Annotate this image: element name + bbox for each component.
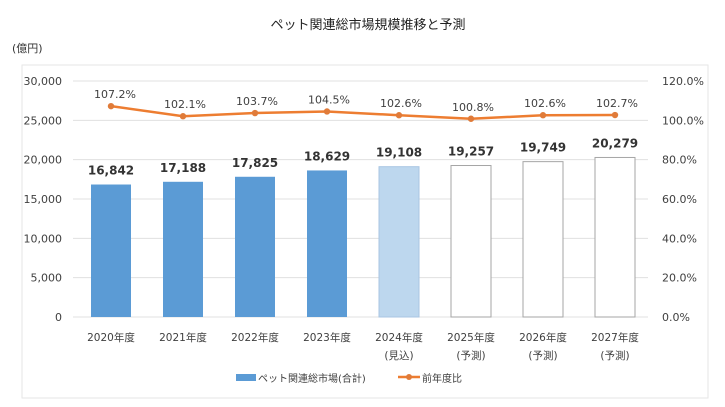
left-axis-tick: 15,000 xyxy=(24,193,63,206)
category-sublabel: (予測) xyxy=(456,349,485,362)
category-label: 2023年度 xyxy=(303,331,351,344)
yoy-marker xyxy=(611,111,619,119)
left-axis-tick: 25,000 xyxy=(24,114,63,127)
category-label: 2027年度 xyxy=(591,331,639,344)
category-sublabel: (予測) xyxy=(528,349,557,362)
category-sublabel: (予測) xyxy=(600,349,629,362)
category-label: 2025年度 xyxy=(447,331,495,344)
left-axis-unit: (億円) xyxy=(12,42,43,55)
yoy-marker xyxy=(539,112,547,119)
bar-forecast xyxy=(594,156,636,318)
legend-bar-label: ペット関連総市場(合計) xyxy=(258,372,366,385)
left-axis-tick: 20,000 xyxy=(24,154,63,167)
yoy-line xyxy=(110,104,616,121)
legend: ペット関連総市場(合計) 前年度比 xyxy=(236,372,462,385)
yoy-value-label: 103.7% xyxy=(236,95,278,108)
yoy-marker xyxy=(395,112,403,119)
category-label: 2021年度 xyxy=(159,331,207,344)
bar-value-label: 17,188 xyxy=(160,161,206,175)
left-axis-tick: 10,000 xyxy=(24,232,63,245)
yoy-marker xyxy=(251,109,259,117)
left-axis-tick: 30,000 xyxy=(24,75,63,88)
legend-line-label: 前年度比 xyxy=(422,372,462,385)
category-sublabel: (見込) xyxy=(384,350,413,362)
right-axis-tick: 60.0% xyxy=(662,193,697,206)
right-axis-tick: 40.0% xyxy=(662,232,697,245)
bar-value-label: 20,279 xyxy=(592,136,638,150)
legend-line-marker xyxy=(406,374,412,380)
bar-value-label: 19,108 xyxy=(376,146,422,160)
yoy-value-label: 100.8% xyxy=(452,101,494,114)
yoy-marker xyxy=(323,108,331,115)
category-label: 2026年度 xyxy=(519,331,567,344)
left-axis-tick: 5,000 xyxy=(31,272,63,285)
bar-actual xyxy=(91,184,131,317)
chart-title: ペット関連総市場規模推移と予測 xyxy=(270,17,465,33)
bar-estimate xyxy=(378,166,420,318)
bar-actual xyxy=(163,181,203,317)
left-axis-tick: 0 xyxy=(55,311,62,324)
legend-bar-swatch xyxy=(236,374,256,381)
yoy-marker xyxy=(107,102,115,110)
yoy-value-label: 102.7% xyxy=(596,97,638,110)
yoy-value-label: 102.6% xyxy=(524,97,566,110)
yoy-value-label: 107.2% xyxy=(94,88,136,101)
category-label: 2020年度 xyxy=(87,331,135,344)
bar-forecast xyxy=(450,165,492,318)
right-axis-tick: 80.0% xyxy=(662,154,697,167)
bar-value-label: 18,629 xyxy=(304,149,350,163)
right-axis-tick: 20.0% xyxy=(662,272,697,285)
right-axis-tick: 0.0% xyxy=(662,311,690,324)
yoy-value-label: 102.1% xyxy=(164,98,206,111)
yoy-value-label: 102.6% xyxy=(380,97,422,110)
category-label: 2022年度 xyxy=(231,331,279,344)
bar-actual xyxy=(307,170,347,317)
yoy-marker xyxy=(179,113,187,120)
right-axis-tick: 120.0% xyxy=(662,75,704,88)
bar-value-label: 19,749 xyxy=(520,141,566,155)
bar-forecast xyxy=(522,161,564,318)
category-label: 2024年度 xyxy=(375,331,423,344)
yoy-value-label: 104.5% xyxy=(308,93,350,106)
bar-value-label: 17,825 xyxy=(232,156,278,170)
right-axis-tick: 100.0% xyxy=(662,114,704,127)
bar-actual xyxy=(235,176,275,317)
bar-value-label: 19,257 xyxy=(448,145,494,159)
bar-value-label: 16,842 xyxy=(88,164,134,178)
yoy-marker xyxy=(467,115,475,122)
